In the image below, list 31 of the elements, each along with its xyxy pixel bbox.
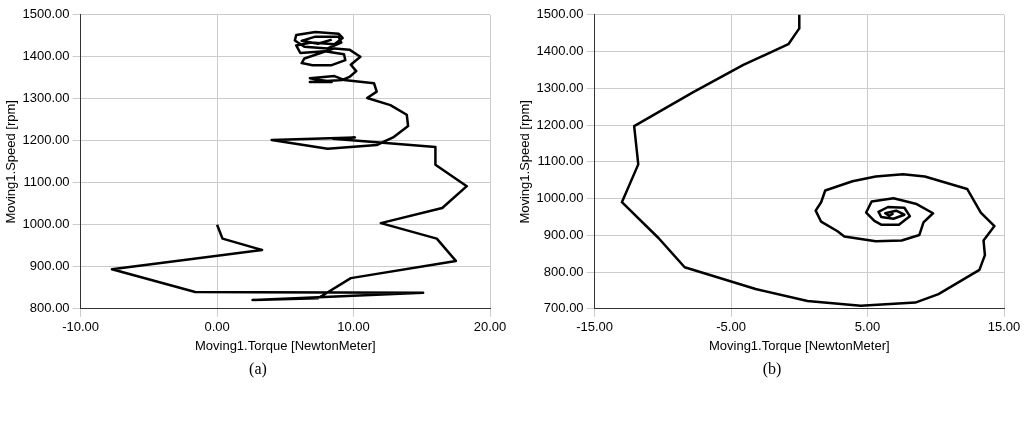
y-tick-label: 800.00 [29,300,70,316]
y-tick-label: 1200.00 [22,132,70,148]
y-tick-label: 1500.00 [536,6,584,22]
x-tick-label: 10.00 [337,319,370,335]
y-tick-label: 1300.00 [22,90,70,106]
y-tick-label: 800.00 [543,263,584,279]
x-tick-label: -10.00 [62,319,100,335]
y-tick-label: 1100.00 [537,153,584,169]
y-tick-label: 1500.00 [22,6,70,22]
y-tick-label: 1200.00 [536,116,584,132]
y-tick-label: 1400.00 [536,43,584,59]
x-tick-label: 15.00 [987,319,1021,335]
y-tick-label: 1400.00 [22,48,70,64]
y-tick-label: 1100.00 [23,174,70,190]
y-tick-label: 1000.00 [536,190,584,206]
x-tick-label: -15.00 [576,319,614,335]
y-tick-label: 1300.00 [536,79,584,95]
x-tick-label: 5.00 [854,319,881,335]
y-tick-label: 700.00 [543,300,584,316]
y-tick-label: 900.00 [543,226,584,242]
x-axis-title: Moving1.Torque [NewtonMeter] [708,337,890,353]
x-tick-label: 20.00 [473,319,507,335]
text: (a) [248,360,268,378]
y-tick-label: 1000.00 [22,216,70,232]
x-axis-title: Moving1.Torque [NewtonMeter] [194,337,376,353]
x-tick-label: 0.00 [204,319,230,335]
x-tick-label: -5.00 [716,319,746,335]
y-axis-title: Moving1.Speed [rpm] [517,100,533,224]
y-tick-label: 900.00 [29,258,70,274]
text: (b) [761,360,783,378]
y-axis-title: Moving1.Speed [rpm] [3,100,19,224]
